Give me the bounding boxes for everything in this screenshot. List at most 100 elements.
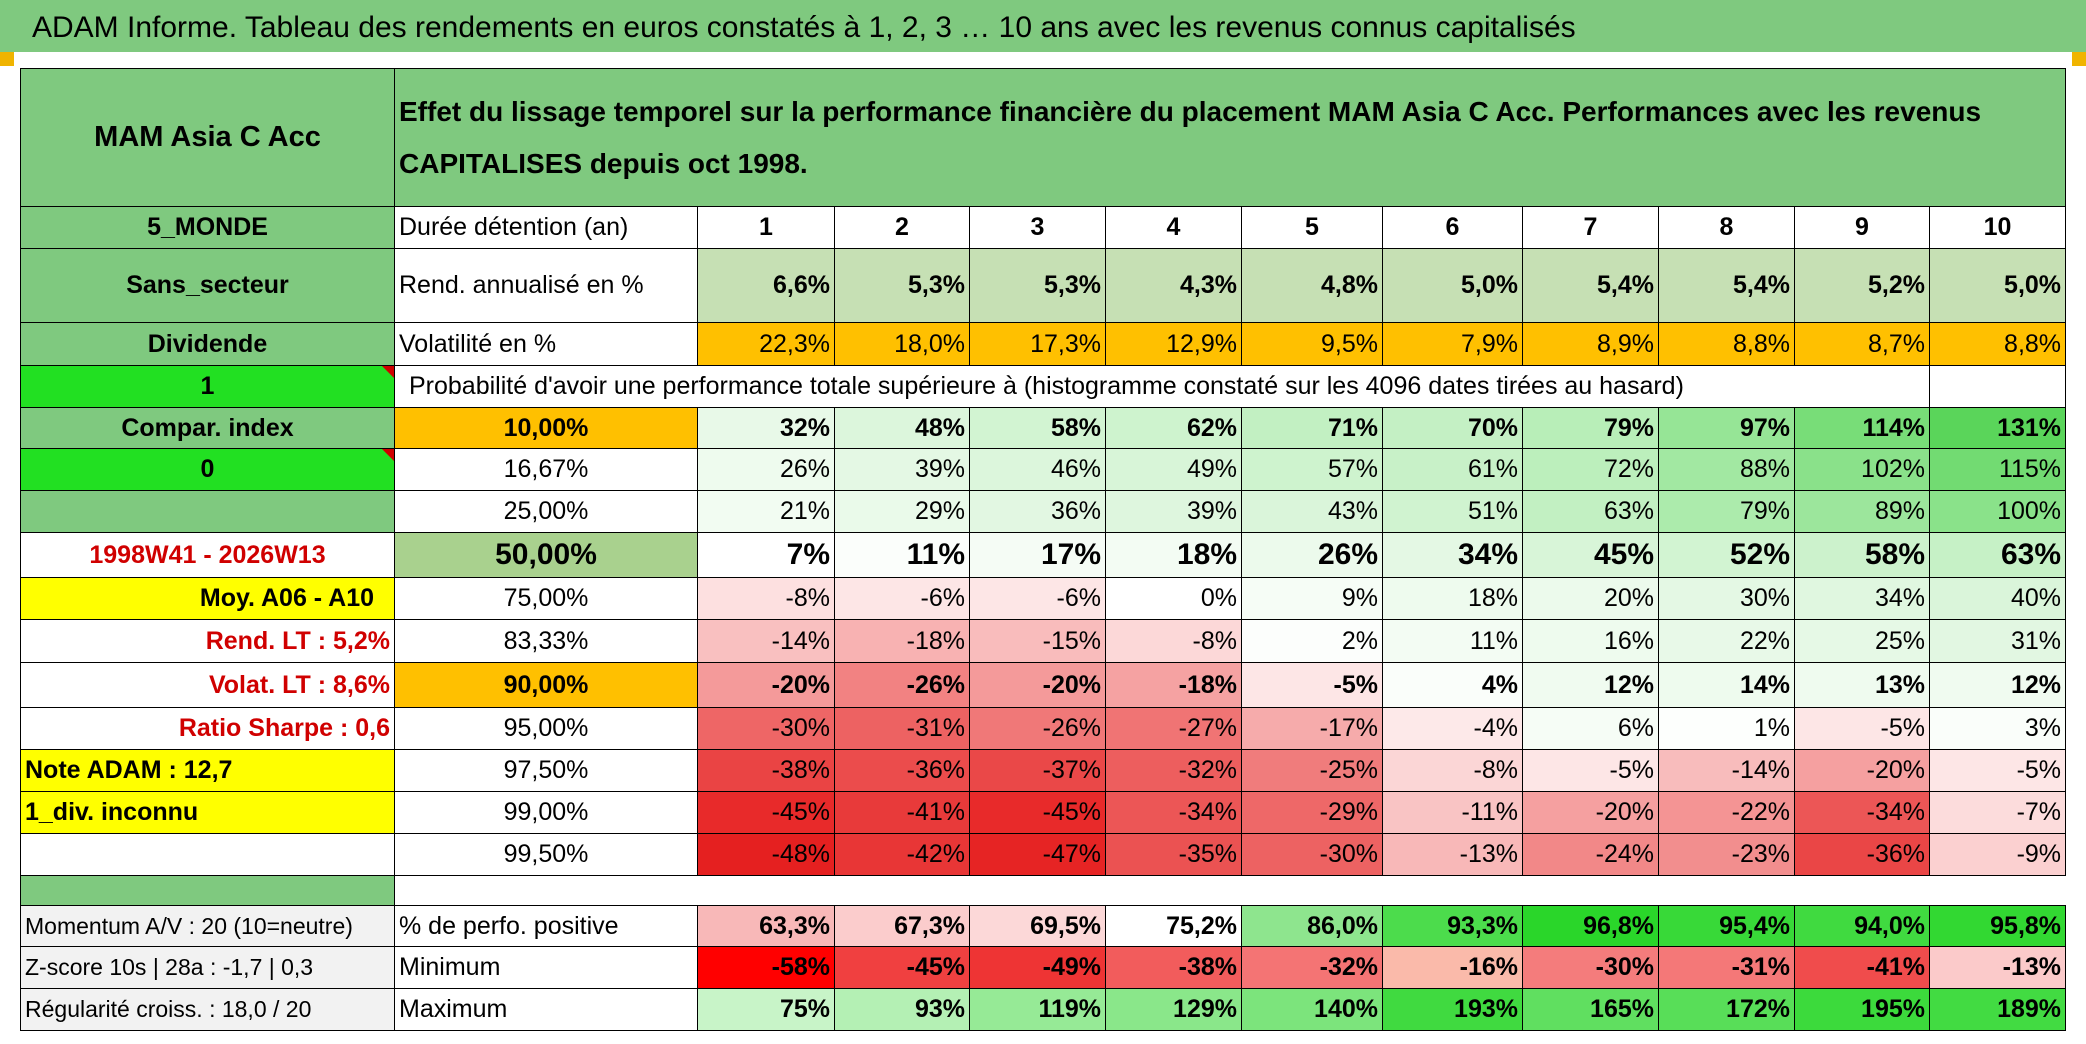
percentile-cell: 22%: [1658, 619, 1795, 663]
percentile-cell: 13%: [1794, 662, 1930, 708]
percentile-cell: -34%: [1794, 791, 1930, 834]
annual-return-cell: 4,8%: [1241, 248, 1383, 323]
percentile-cell: 1%: [1658, 707, 1795, 750]
percentile-cell: -27%: [1105, 707, 1242, 750]
compar-value: 0: [20, 448, 395, 491]
minimum-cell: -41%: [1794, 946, 1930, 989]
percentile-cell: 63%: [1522, 490, 1659, 533]
percentile-cell: 40%: [1928, 577, 2067, 620]
regularite-label: Régularité croiss. : 18,0 / 20: [20, 988, 395, 1031]
compar-label: Compar. index: [20, 407, 395, 449]
percentile-cell: -30%: [1241, 833, 1383, 876]
percentile-cell: 26%: [1241, 532, 1383, 578]
minimum-cell: -13%: [1928, 946, 2067, 989]
percentile-cell: 39%: [834, 448, 970, 491]
percentile-cell: -35%: [1105, 833, 1242, 876]
percentile-row: 99,50% -48% -42% -47% -35% -30% -13% -24…: [20, 833, 2067, 876]
minimum-cell: -38%: [1105, 946, 1242, 989]
percentile-cell: 97%: [1658, 407, 1795, 449]
percentile-cell: 4%: [1382, 662, 1523, 708]
percentile-cell: -13%: [1382, 833, 1523, 876]
percentile-cell: -5%: [1522, 749, 1659, 792]
annual-return-label: Rend. annualisé en %: [394, 248, 698, 323]
percentile-label: 99,50%: [394, 833, 698, 876]
positive-cell: 86,0%: [1241, 905, 1383, 947]
annual-return-cell: 5,0%: [1382, 248, 1523, 323]
year-cell: 6: [1382, 206, 1523, 249]
percentile-cell: -45%: [697, 791, 835, 834]
empty-cell: [394, 875, 2066, 906]
duration-label: Durée détention (an): [394, 206, 698, 249]
percentile-cell: 7%: [697, 532, 835, 578]
maximum-cell: 189%: [1928, 988, 2067, 1031]
percentile-cell: -37%: [969, 749, 1106, 792]
percentile-cell: -41%: [834, 791, 970, 834]
percentile-cell: -5%: [1794, 707, 1930, 750]
percentile-cell: -38%: [697, 749, 835, 792]
percentile-cell: 25%: [1794, 619, 1930, 663]
positive-label: % de perfo. positive: [394, 905, 698, 947]
percentile-row: Rend. LT : 5,2% 83,33% -14% -18% -15% -8…: [20, 619, 2067, 663]
percentile-cell: -36%: [834, 749, 970, 792]
probability-heading-row: 1 Probabilité d'avoir une performance to…: [20, 365, 2067, 408]
percentile-cell: -6%: [969, 577, 1106, 620]
percentile-cell: 100%: [1928, 490, 2067, 533]
percentile-cell: 17%: [969, 532, 1106, 578]
percentile-cell: 51%: [1382, 490, 1523, 533]
spacer-row: [20, 875, 2066, 906]
year-cell: 5: [1241, 206, 1383, 249]
positive-cell: 96,8%: [1522, 905, 1659, 947]
year-cell: 3: [969, 206, 1106, 249]
maximum-row: Régularité croiss. : 18,0 / 20 Maximum 7…: [20, 988, 2067, 1031]
volatility-cell: 8,9%: [1522, 322, 1659, 366]
positive-cell: 94,0%: [1794, 905, 1930, 947]
percentile-cell: 61%: [1382, 448, 1523, 491]
headline: Effet du lissage temporel sur la perform…: [393, 68, 2067, 207]
percentile-row: Note ADAM : 12,7 97,50% -38% -36% -37% -…: [20, 749, 2067, 792]
percentile-row: Ratio Sharpe : 0,6 95,00% -30% -31% -26%…: [20, 707, 2067, 750]
maximum-cell: 93%: [834, 988, 970, 1031]
annual-return-cell: 5,4%: [1522, 248, 1659, 323]
annual-return-cell: 4,3%: [1105, 248, 1242, 323]
percentile-row: 0 16,67% 26% 39% 46% 49% 57% 61% 72% 88%…: [20, 448, 2067, 491]
rend-lt-label: Rend. LT : 5,2%: [20, 619, 395, 663]
header-row: MAM Asia C Acc Effet du lissage temporel…: [20, 68, 2067, 207]
percentile-cell: -18%: [1105, 662, 1242, 708]
minimum-cell: -30%: [1522, 946, 1659, 989]
period-label: 1998W41 - 2026W13: [20, 532, 395, 578]
positive-cell: 67,3%: [834, 905, 970, 947]
positive-row: Momentum A/V : 20 (10=neutre) % de perfo…: [20, 905, 2067, 947]
positive-cell: 93,3%: [1382, 905, 1523, 947]
percentile-label: 50,00%: [394, 532, 698, 578]
percentile-cell: -11%: [1382, 791, 1523, 834]
year-cell: 2: [834, 206, 970, 249]
flag-cell: 1: [20, 365, 395, 408]
percentile-cell: -34%: [1105, 791, 1242, 834]
percentile-cell: 39%: [1105, 490, 1242, 533]
percentile-cell: 14%: [1658, 662, 1795, 708]
div-info-label: 1_div. inconnu: [20, 791, 395, 834]
percentile-cell: 3%: [1928, 707, 2067, 750]
annual-return-cell: 5,2%: [1794, 248, 1930, 323]
percentile-cell: 62%: [1105, 407, 1242, 449]
maximum-cell: 165%: [1522, 988, 1659, 1031]
minimum-cell: -32%: [1241, 946, 1383, 989]
sector-label: Sans_secteur: [20, 248, 395, 323]
empty-cell: [20, 875, 395, 906]
percentile-cell: -20%: [969, 662, 1106, 708]
percentile-cell: 11%: [1382, 619, 1523, 663]
percentile-cell: 36%: [969, 490, 1106, 533]
percentile-cell: -24%: [1522, 833, 1659, 876]
percentile-cell: 18%: [1382, 577, 1523, 620]
zscore-label: Z-score 10s | 28a : -1,7 | 0,3: [20, 946, 395, 989]
probability-heading: Probabilité d'avoir une performance tota…: [394, 365, 1795, 408]
report-title: ADAM Informe. Tableau des rendements en …: [0, 0, 2086, 52]
percentile-row: 1_div. inconnu 99,00% -45% -41% -45% -34…: [20, 791, 2067, 834]
percentile-row: Moy. A06 - A10 75,00% -8% -6% -6% 0% 9% …: [20, 577, 2067, 620]
empty-cell: [1928, 365, 2067, 408]
percentile-cell: 52%: [1658, 532, 1795, 578]
maximum-cell: 195%: [1794, 988, 1930, 1031]
percentile-cell: -8%: [1105, 619, 1242, 663]
percentile-cell: -20%: [1522, 791, 1659, 834]
percentile-cell: 72%: [1522, 448, 1659, 491]
